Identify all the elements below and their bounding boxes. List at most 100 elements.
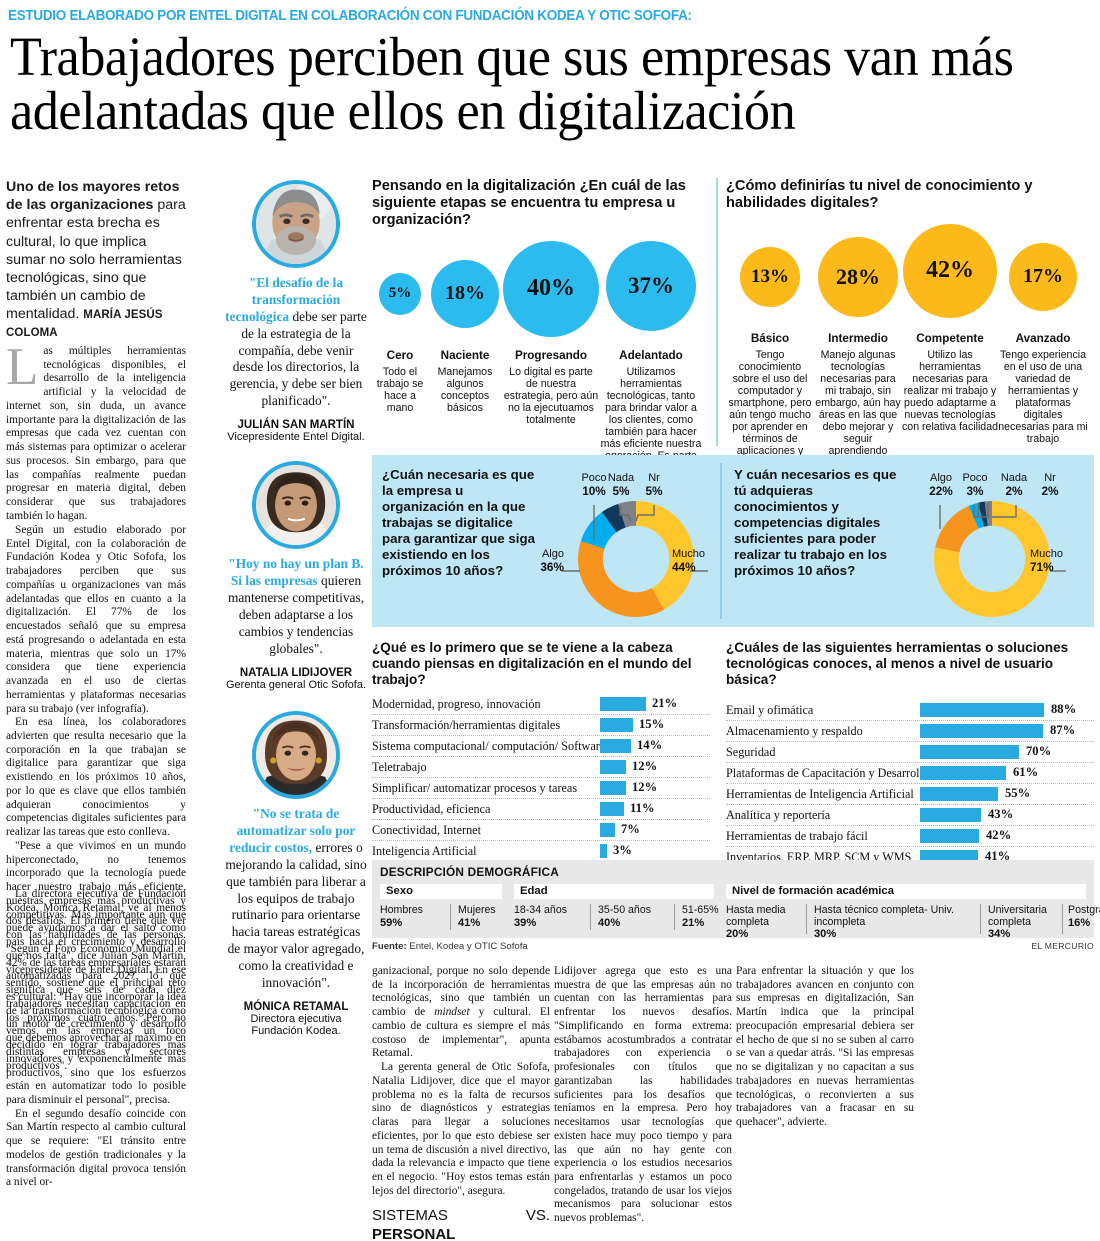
chart-title: Pensando en la digitalización ¿En cuál d… (372, 178, 686, 228)
bar-value: 7% (621, 821, 640, 836)
bar-row: Seguridad 70% (726, 742, 1094, 764)
bar-row: Teletrabajo 12% (372, 757, 710, 779)
divider (674, 904, 675, 930)
drop-cap: L (6, 338, 39, 396)
chart-title: Y cuán necesarios es que tú adquieras co… (734, 467, 897, 578)
quote-rest: errores o mejorando la calidad, sino que… (225, 839, 367, 990)
bubble-label: Adelantado (619, 348, 683, 362)
bubble-label: Básico (750, 331, 790, 345)
bar-value: 43% (988, 806, 1014, 821)
bubble-item: 13% Básico Tengo conocimiento sobre el u… (726, 224, 814, 482)
divider (720, 463, 722, 619)
quote-rest: quieren mantenerse competitivas, deben a… (227, 573, 365, 656)
bubble-description: Manejo algunas tecnologías necesarias pa… (815, 348, 901, 458)
article-column-1a: L as múltiples herramientas tecnológicas… (6, 338, 186, 545)
bar-label: Sistema computacional/ computación/ Soft… (372, 738, 600, 753)
bubble-item: 17% Avanzado Tengo experiencia en el uso… (998, 224, 1088, 446)
author-byline: MARÍA JESÚS COLOMA (6, 309, 163, 340)
bar-row: Analítica y reportería 43% (726, 805, 1094, 827)
donut-panel: ¿Cuán necesaria es que la empresa u orga… (372, 455, 1094, 627)
quote-author-name: MÓNICA RETAMAL (243, 1000, 349, 1013)
bar-value: 21% (652, 695, 678, 710)
article-paragraph: Según un estudio elaborado por Entel Dig… (6, 524, 186, 715)
bar-value: 11% (630, 800, 655, 815)
bar-label: Conectividad, Internet (372, 822, 481, 837)
lead-paragraph: Uno de los mayores retos de las organiza… (6, 178, 186, 342)
demo-cell: 35-50 años 40% (598, 904, 652, 929)
bar-value: 55% (1005, 785, 1031, 800)
source-note: Fuente: Entel, Kodea y OTIC Sofofa (372, 941, 528, 952)
demo-cell: Hombres 59% (380, 904, 423, 929)
bar-row: Modernidad, progreso, innovación 21% (372, 694, 710, 716)
demo-cell: Hasta media completa 20% (726, 904, 786, 941)
bar-list: Email y ofimática 88% Almacenamiento y r… (726, 700, 1094, 868)
quote-block-1: "El desafío de la transformación tecnoló… (224, 180, 368, 443)
article-paragraph: En esa línea, los colaboradores advierte… (6, 716, 186, 839)
quote-highlight: "El desafío de la transformación tecnoló… (225, 275, 344, 324)
chart-etapas-empresa: Pensando en la digitalización ¿En cuál d… (372, 178, 710, 498)
bar-value: 12% (632, 779, 658, 794)
quote-text-1: "El desafío de la transformación tecnoló… (224, 275, 368, 410)
portrait-natalia-lidijover (256, 465, 336, 546)
article-column-2: ganizacional, porque no solo depende de … (372, 965, 550, 1241)
section-subhead: SISTEMAS VS. PERSONAL (372, 1207, 550, 1241)
chart-title: ¿Qué es lo primero que se te viene a la … (372, 640, 692, 687)
bubble-value: 5% (379, 272, 421, 315)
divider (450, 904, 451, 930)
bar-value: 88% (1051, 701, 1077, 716)
divider (590, 904, 591, 930)
chart-primero-cabeza: ¿Qué es lo primero que se te viene a la … (372, 640, 710, 883)
bubble-value: 13% (740, 246, 800, 307)
quote-author-name: JULIÁN SAN MARTÍN (237, 419, 355, 432)
quotes-column: "El desafío de la transformación tecnoló… (224, 180, 368, 1038)
bar-label: Productividad, eficienca (372, 801, 491, 816)
chart-herramientas-conocidas: ¿Cuáles de las siguientes herramientas o… (726, 640, 1094, 868)
quote-text-3: "No se trata de automatizar solo por red… (224, 806, 368, 992)
bar-value: 87% (1050, 722, 1076, 737)
bar-row: Transformación/herramientas digitales 15… (372, 715, 710, 737)
article-paragraph: "Pese a que vivimos en un mundo hipercon… (6, 839, 186, 1072)
donut-label-poco: Poco 3% (962, 472, 988, 498)
demo-group-header-formacion: Nivel de formación académica (726, 884, 1086, 899)
bubble-description: Tengo experiencia en el uso de una varie… (998, 348, 1088, 446)
avatar (252, 180, 340, 268)
bubble-description: Utilizo las herramientas necesarias para… (902, 348, 998, 434)
quote-author-role: Gerenta general Otic Sofofa. (225, 678, 367, 691)
bar-value: 41% (985, 849, 1011, 864)
article-paragraph: Lidijover agrega que esto es una muestra… (554, 965, 732, 1225)
quote-highlight: "Hoy no hay un plan B. Si las empresas (228, 556, 364, 589)
article-column-4: Para enfrentar la situación y que los tr… (736, 965, 914, 1241)
bar-row: Sistema computacional/ computación/ Soft… (372, 736, 710, 758)
quote-author-name: NATALIA LIDIJOVER (239, 666, 353, 679)
bubble-value: 40% (503, 240, 599, 337)
bar-row: Productividad, eficienca 11% (372, 799, 710, 821)
quote-author-role: Vicepresidente Entel Digital. (227, 431, 365, 444)
chart-title: ¿Cuán necesaria es que la empresa u orga… (382, 467, 535, 578)
article-paragraph: La gerenta general de Otic Sofofa, Natal… (372, 1061, 550, 1197)
bar-value: 3% (613, 842, 632, 857)
bubble-value: 18% (431, 259, 499, 328)
bar-value: 70% (1026, 743, 1052, 758)
demo-cell: Hasta técnico completa- Univ. incompleta… (814, 904, 954, 941)
portrait-monica-retamal (256, 715, 336, 796)
chart-necesidad-empresa: Poco 10% Nada 5% Nr 5% Algo 36% Mucho 44% (540, 463, 718, 621)
bubble-value: 42% (903, 223, 997, 318)
demo-cell: Universitaria completa 34% (988, 904, 1047, 941)
article-column-1b: Según un estudio elaborado por Entel Dig… (6, 524, 186, 1072)
bubble-label: Intermedio (828, 331, 888, 345)
donut-label-nada: Nada 2% (1000, 472, 1028, 498)
bar-row: Conectividad, Internet 7% (372, 820, 710, 842)
bar-label: Analítica y reportería (726, 807, 831, 822)
divider (716, 178, 718, 446)
demo-cell: 51-65% 21% (682, 904, 719, 929)
bar-label: Teletrabajo (372, 759, 427, 774)
donut-label-mucho: Mucho 44% (672, 548, 706, 574)
demographics-table: DESCRIPCIÓN DEMOGRÁFICA Sexo Edad Nivel … (372, 860, 1100, 941)
chart-title: ¿Cuáles de las siguientes herramientas o… (726, 640, 1069, 687)
quote-highlight: "No se trata de automatizar solo por red… (229, 806, 356, 855)
publisher-label: EL MERCURIO (1031, 941, 1094, 951)
quote-author-role: Directora ejecutiva Fundación Kodea. (250, 1012, 342, 1038)
bubble-value: 17% (1009, 242, 1077, 311)
bar-label: Plataformas de Capacitación y Desarrollo (726, 765, 920, 780)
